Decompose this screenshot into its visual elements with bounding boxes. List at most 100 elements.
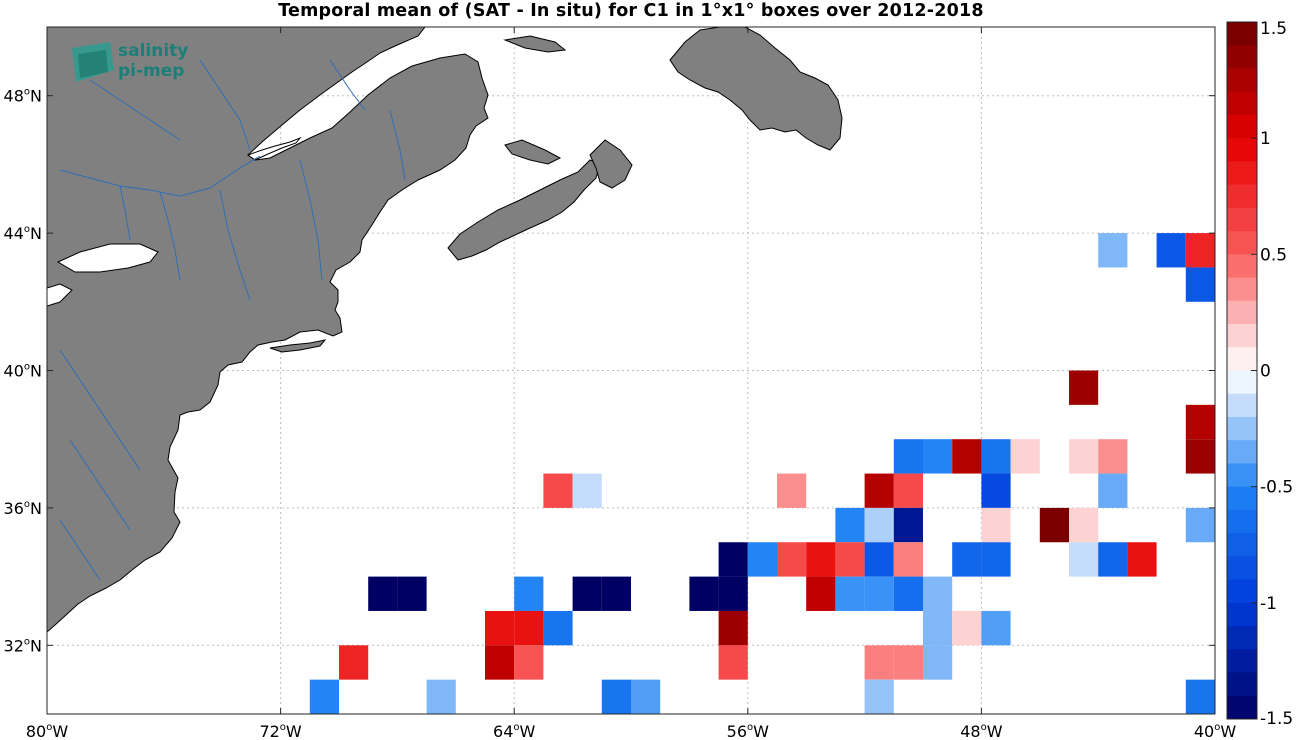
y-tick-hem: N — [30, 499, 42, 518]
heatmap-cell — [806, 542, 836, 577]
y-tick-deg: 40 — [4, 362, 24, 381]
heatmap-cell — [864, 507, 894, 543]
heatmap-cell — [923, 645, 953, 680]
x-tick-hem: W — [987, 722, 1003, 740]
heatmap-cell — [1069, 439, 1099, 474]
heatmap-cell — [689, 576, 719, 611]
heatmap-cell — [1127, 542, 1157, 577]
heatmap-cells — [309, 233, 1244, 714]
degree-symbol: o — [513, 722, 519, 733]
lake-erie — [47, 283, 73, 307]
y-tick-deg: 48 — [4, 87, 24, 106]
x-tick-label: 72oW — [259, 722, 301, 740]
heatmap-cell — [339, 645, 369, 680]
y-tick-deg: 32 — [4, 636, 24, 655]
heatmap-cell — [718, 542, 748, 577]
heatmap-cell — [1069, 370, 1099, 405]
heatmap-cell — [923, 439, 953, 474]
degree-symbol: o — [981, 722, 987, 733]
degree-symbol: o — [1214, 722, 1220, 733]
x-tick-label: 64oW — [493, 722, 535, 740]
heatmap-cell — [952, 439, 982, 474]
heatmap-cell — [514, 576, 544, 611]
heatmap-cell — [864, 542, 894, 577]
y-tick-label: 44oN — [4, 224, 42, 243]
heatmap-cell — [1156, 233, 1186, 268]
heatmap-cell — [718, 576, 748, 611]
x-tick-deg: 64 — [493, 722, 513, 740]
heatmap-cell — [981, 507, 1011, 543]
degree-symbol: o — [24, 499, 30, 510]
heatmap-cell — [1215, 405, 1244, 439]
heatmap-cell — [309, 679, 339, 714]
heatmap-cell — [1010, 439, 1040, 474]
land-north-america — [47, 27, 489, 633]
heatmap-cell — [601, 679, 631, 714]
degree-symbol: o — [46, 722, 52, 733]
heatmap-cell — [923, 610, 953, 646]
heatmap-cell — [368, 576, 398, 611]
heatmap-cell — [485, 610, 515, 646]
heatmap-cell — [1098, 439, 1128, 474]
lake-ontario — [56, 243, 159, 273]
logo: salinity pi-mep — [70, 40, 200, 88]
degree-symbol: o — [24, 362, 30, 373]
degree-symbol: o — [747, 722, 753, 733]
heatmap-cell — [893, 473, 923, 508]
y-tick-hem: N — [30, 224, 42, 243]
heatmap-cell — [981, 473, 1011, 508]
heatmap-cell — [1039, 507, 1069, 543]
heatmap-cell — [718, 610, 748, 646]
lakes — [47, 136, 302, 307]
heatmap-cell — [835, 542, 865, 577]
heatmap-cell — [1098, 542, 1128, 577]
heatmap-cell — [1185, 439, 1215, 474]
x-tick-hem: W — [753, 722, 769, 740]
land-cape-breton — [589, 139, 633, 189]
x-tick-hem: W — [286, 722, 302, 740]
heatmap-cell — [543, 610, 573, 646]
x-axis: 80oW 72oW 64oW 56oW 48oW 40oW — [26, 27, 1236, 740]
x-tick-label: 48oW — [960, 722, 1002, 740]
x-tick-label: 40oW — [1194, 722, 1236, 740]
heatmap-cell — [1185, 233, 1215, 268]
x-tick-hem: W — [1220, 722, 1236, 740]
y-tick-deg: 36 — [4, 499, 24, 518]
logo-mark — [72, 42, 114, 82]
y-tick-hem: N — [30, 87, 42, 106]
heatmap-cell — [981, 542, 1011, 577]
heatmap-cell — [777, 542, 807, 577]
heatmap-cell — [1069, 542, 1099, 577]
heatmap-cell — [601, 576, 631, 611]
degree-symbol: o — [24, 636, 30, 647]
land-pei — [504, 139, 562, 165]
y-tick-deg: 44 — [4, 224, 24, 243]
heatmap-cell — [747, 542, 777, 577]
heatmap-cell — [1185, 404, 1215, 440]
heatmap-cell — [952, 542, 982, 577]
heatmap-cell — [864, 576, 894, 611]
heatmap-cell — [952, 610, 982, 646]
land-nova-scotia — [447, 159, 601, 261]
heatmap-cell — [1185, 267, 1215, 302]
land-newfoundland — [669, 27, 843, 151]
heatmap-cell — [1185, 679, 1215, 714]
x-tick-deg: 56 — [727, 722, 747, 740]
heatmap-cell — [893, 576, 923, 611]
x-tick-label: 56oW — [727, 722, 769, 740]
heatmap-cell — [1185, 507, 1215, 543]
heatmap-cell — [485, 645, 515, 680]
x-tick-deg: 72 — [259, 722, 279, 740]
heatmap-cell — [631, 679, 661, 714]
heatmap-cell — [777, 473, 807, 508]
heatmap-cell — [835, 507, 865, 543]
heatmap-cell — [923, 576, 953, 611]
land-long-island — [269, 339, 327, 353]
x-tick-deg: 40 — [1194, 722, 1214, 740]
heatmap-cell — [981, 610, 1011, 646]
saint-lawrence — [246, 136, 302, 161]
y-tick-label: 32oN — [4, 636, 42, 655]
heatmap-cell — [893, 439, 923, 474]
logo-line-1: salinity — [118, 41, 189, 61]
